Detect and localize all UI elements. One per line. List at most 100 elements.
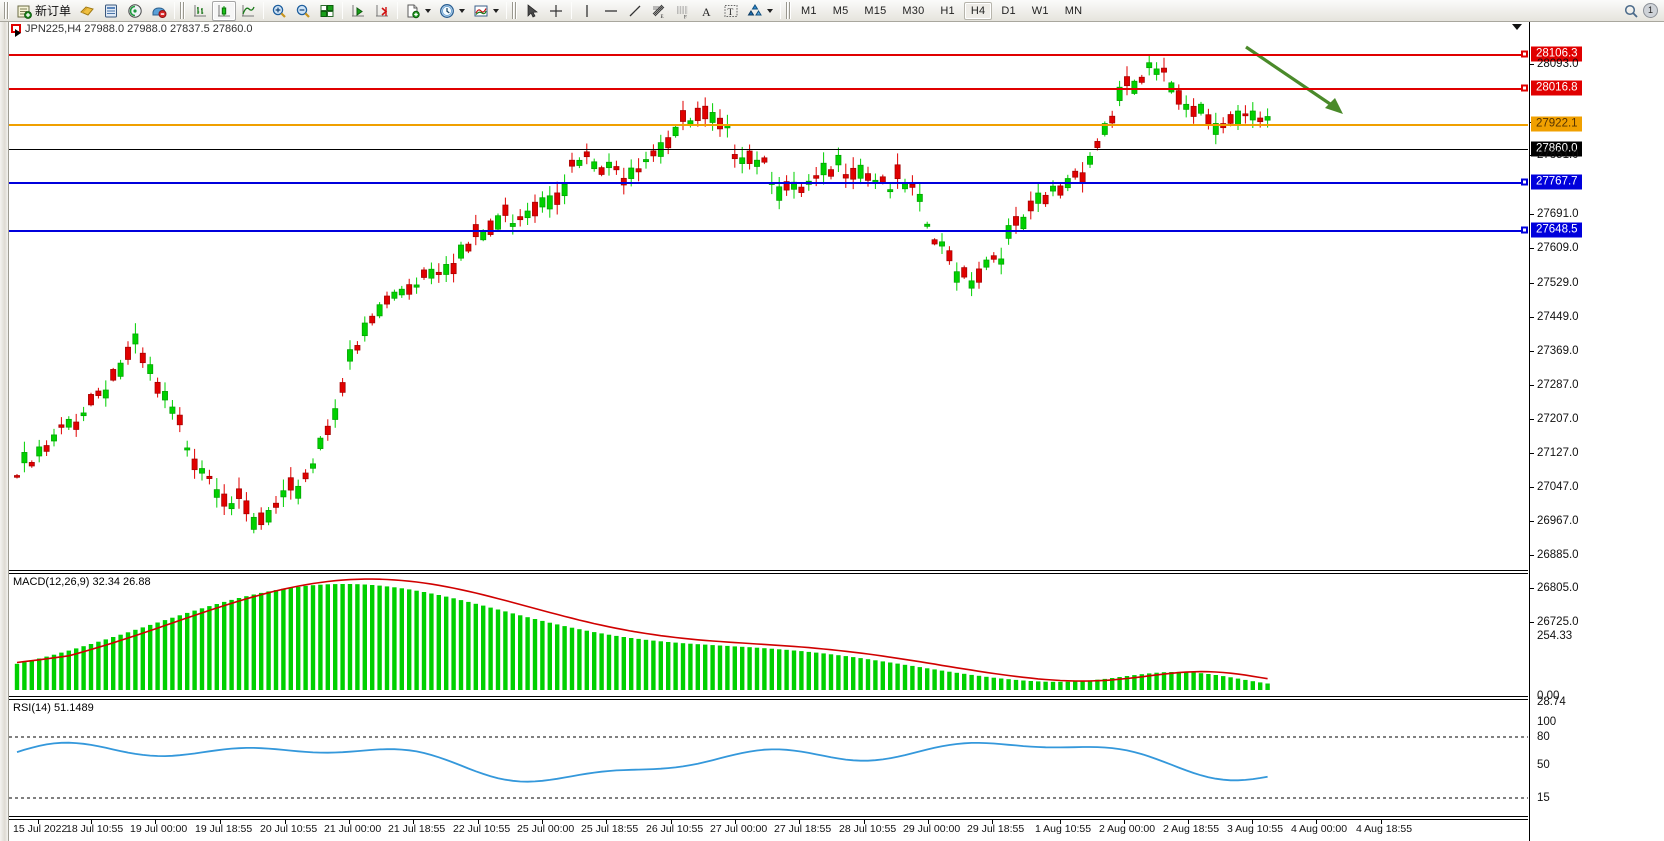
level-line-stroke bbox=[9, 149, 1528, 150]
candle-body bbox=[835, 154, 842, 166]
candle-body bbox=[1190, 105, 1197, 117]
candle-body bbox=[376, 304, 383, 317]
macd-histogram-bar bbox=[155, 622, 160, 690]
rsi-line bbox=[16, 741, 1268, 783]
candle-body bbox=[576, 159, 583, 166]
scale-price-label: 254.33 bbox=[1537, 630, 1573, 642]
chart-left-scrollbar[interactable] bbox=[0, 22, 9, 841]
zoom-out-button[interactable] bbox=[291, 1, 315, 21]
toolbar-grip[interactable] bbox=[3, 2, 10, 19]
vertical-line-button[interactable] bbox=[575, 1, 599, 21]
text-button[interactable]: A bbox=[695, 1, 719, 21]
crosshair-button[interactable] bbox=[544, 1, 568, 21]
candlestick-chart-button[interactable] bbox=[212, 0, 237, 21]
toolbar-grip-3[interactable] bbox=[511, 2, 519, 19]
navigator-button[interactable] bbox=[123, 1, 147, 21]
level-line-handle[interactable] bbox=[1521, 226, 1528, 234]
macd-indicator-panel[interactable]: MACD(12,26,9) 32.34 26.88 bbox=[9, 573, 1528, 697]
price-scale[interactable]: 28106.328093.028016.827933.027922.127860… bbox=[1529, 22, 1664, 841]
new-order-button[interactable]: 新订单 bbox=[12, 1, 75, 21]
indicators-caret-icon[interactable] bbox=[493, 8, 500, 13]
chart-shift-button[interactable] bbox=[346, 1, 370, 21]
shapes-button[interactable] bbox=[743, 1, 777, 21]
time-axis-tick bbox=[671, 820, 672, 824]
time-axis-tick bbox=[992, 820, 993, 824]
timeframe-m1[interactable]: M1 bbox=[801, 4, 817, 17]
level-line-handle[interactable] bbox=[1521, 178, 1528, 186]
zoom-in-button[interactable] bbox=[267, 1, 291, 21]
rsi-indicator-panel[interactable]: RSI(14) 51.1489 bbox=[9, 699, 1528, 817]
macd-histogram-bar bbox=[414, 590, 419, 690]
time-axis-label: 29 Jul 00:00 bbox=[903, 823, 961, 835]
candle-body bbox=[102, 389, 109, 399]
new-chart-caret-icon[interactable] bbox=[425, 8, 432, 13]
time-axis-label: 1 Aug 10:55 bbox=[1035, 823, 1092, 835]
expert-advisors-button[interactable] bbox=[75, 1, 99, 21]
candle-body bbox=[1027, 200, 1034, 212]
bar-chart-icon bbox=[194, 4, 207, 16]
scale-price-chip[interactable]: 27767.7 bbox=[1531, 174, 1582, 190]
line-chart-button[interactable] bbox=[236, 1, 260, 21]
macd-histogram-bar bbox=[370, 585, 375, 690]
data-window-button[interactable] bbox=[99, 1, 123, 21]
scale-price-label: 26967.0 bbox=[1537, 515, 1579, 527]
bar-chart-button[interactable] bbox=[188, 1, 212, 21]
auto-scroll-button[interactable] bbox=[370, 1, 394, 21]
auto-trading-button[interactable] bbox=[147, 1, 171, 21]
scale-price-chip[interactable]: 28016.8 bbox=[1531, 80, 1582, 96]
candle-body bbox=[909, 183, 916, 188]
shapes-caret-icon[interactable] bbox=[767, 8, 774, 13]
toolbar-grip-4[interactable] bbox=[785, 2, 793, 19]
scale-price-label: 50 bbox=[1537, 759, 1550, 771]
timeframe-d1[interactable]: D1 bbox=[1001, 4, 1016, 17]
candle-body bbox=[665, 137, 672, 149]
macd-histogram-bar bbox=[88, 644, 94, 690]
scale-price-chip[interactable]: 27648.5 bbox=[1531, 222, 1582, 238]
macd-histogram-bar bbox=[340, 584, 345, 690]
scale-price-chip[interactable]: 27860.0 bbox=[1531, 141, 1582, 157]
candle-body bbox=[191, 458, 198, 471]
fibonacci-button[interactable]: F bbox=[671, 1, 695, 21]
macd-histogram-bar bbox=[636, 638, 641, 690]
cursor-button[interactable] bbox=[520, 1, 544, 21]
candle-body bbox=[798, 186, 805, 193]
timeframe-w1[interactable]: W1 bbox=[1031, 4, 1049, 17]
macd-histogram-bar bbox=[688, 643, 693, 690]
chart-expand-arrow-icon[interactable] bbox=[15, 29, 21, 37]
candle-body bbox=[332, 408, 339, 420]
timeframe-m30[interactable]: M30 bbox=[902, 4, 925, 17]
macd-histogram-bar bbox=[510, 613, 515, 690]
price-chart-panel[interactable]: JPN225,H4 27988.0 27988.0 27837.5 27860.… bbox=[9, 22, 1528, 571]
equidistant-channel-button[interactable]: E bbox=[647, 1, 671, 21]
macd-histogram-bar bbox=[222, 601, 227, 690]
new-chart-button[interactable] bbox=[401, 1, 435, 21]
trendline-button[interactable] bbox=[623, 1, 647, 21]
candle-body bbox=[458, 244, 464, 259]
toolbar-grip-2[interactable] bbox=[179, 2, 187, 19]
timeframe-m15[interactable]: M15 bbox=[864, 4, 887, 17]
search-icon[interactable] bbox=[1623, 3, 1639, 19]
period-button[interactable] bbox=[435, 1, 469, 21]
candle-body bbox=[842, 174, 849, 179]
timeframe-h4[interactable]: H4 bbox=[963, 1, 993, 20]
chart-symbol-header: JPN225,H4 27988.0 27988.0 27837.5 27860.… bbox=[25, 23, 253, 35]
chart-collapse-triangle-icon[interactable] bbox=[1512, 24, 1522, 30]
level-line-handle[interactable] bbox=[1521, 84, 1528, 92]
candle-body bbox=[413, 284, 420, 288]
tile-windows-button[interactable] bbox=[315, 1, 339, 21]
period-caret-icon[interactable] bbox=[459, 8, 466, 13]
scale-price-chip[interactable]: 28106.3 bbox=[1531, 46, 1582, 62]
timeframe-m5[interactable]: M5 bbox=[832, 4, 849, 17]
horizontal-line-button[interactable] bbox=[599, 1, 623, 21]
text-label-button[interactable]: T bbox=[719, 1, 743, 21]
level-line-handle[interactable] bbox=[1521, 50, 1528, 58]
indicators-button[interactable] bbox=[469, 1, 503, 21]
macd-histogram-bar bbox=[318, 584, 323, 690]
scale-price-label: 26885.0 bbox=[1537, 549, 1579, 561]
notification-badge[interactable]: 1 bbox=[1643, 3, 1658, 18]
candle-body bbox=[139, 352, 146, 364]
candle-body bbox=[465, 243, 472, 252]
scale-price-chip[interactable]: 27922.1 bbox=[1531, 116, 1582, 132]
timeframe-h1[interactable]: H1 bbox=[940, 4, 955, 17]
timeframe-mn[interactable]: MN bbox=[1064, 4, 1083, 17]
